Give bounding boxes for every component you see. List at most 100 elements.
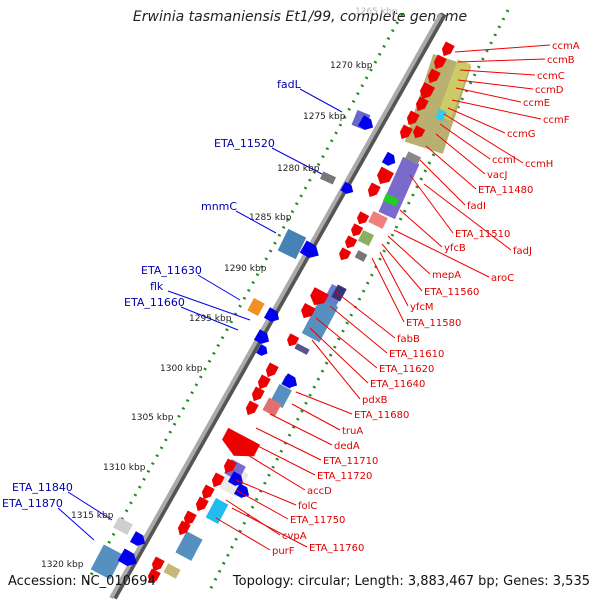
gene-arrow[interactable]: [425, 68, 441, 85]
gene-arrow[interactable]: [381, 151, 398, 168]
gene-arrow[interactable]: [340, 181, 355, 197]
gene-label-reverse[interactable]: ETA_11750: [290, 515, 345, 526]
gene-feature-block[interactable]: [319, 171, 337, 185]
gene-label-reverse[interactable]: purF: [272, 546, 295, 557]
gene-label-reverse[interactable]: pdxB: [362, 395, 388, 406]
gene-arrow[interactable]: [285, 333, 300, 348]
gene-arrow[interactable]: [218, 427, 261, 464]
gene-label-reverse[interactable]: ETA_11480: [478, 185, 533, 196]
gene-arrow[interactable]: [249, 386, 265, 403]
gene-arrow[interactable]: [431, 54, 447, 71]
gene-label-reverse[interactable]: aroC: [491, 273, 514, 284]
gene-arrow[interactable]: [439, 41, 455, 58]
gene-arrow[interactable]: [365, 182, 381, 199]
gene-arrow[interactable]: [117, 548, 141, 569]
gene-label-reverse[interactable]: ccmA: [552, 41, 580, 52]
gene-label-reverse[interactable]: yfcM: [410, 302, 434, 313]
gene-label-forward[interactable]: flk: [150, 280, 164, 293]
gene-label-forward[interactable]: ETA_11520: [214, 137, 275, 150]
gene-arrow[interactable]: [181, 510, 197, 527]
gene-label-reverse[interactable]: accD: [307, 486, 332, 497]
gene-arrow[interactable]: [298, 303, 316, 321]
gene-label-reverse[interactable]: vacJ: [487, 170, 508, 181]
gene-arrow[interactable]: [404, 110, 420, 127]
gene-feature-block[interactable]: [357, 229, 375, 247]
gene-label-reverse[interactable]: ccmB: [547, 55, 575, 66]
gene-label-reverse[interactable]: ccmF: [543, 115, 570, 126]
gene-label-reverse[interactable]: ETA_11640: [370, 379, 425, 390]
gene-arrow[interactable]: [299, 240, 323, 261]
gene-feature-block[interactable]: [90, 544, 124, 580]
gene-arrow[interactable]: [263, 362, 279, 379]
gene-feature-block[interactable]: [175, 531, 203, 561]
gene-arrow[interactable]: [233, 483, 252, 500]
gene-label-reverse[interactable]: cvpA: [282, 531, 307, 542]
gene-arrow[interactable]: [337, 247, 352, 262]
gene-arrow[interactable]: [255, 374, 271, 391]
gene-label-reverse[interactable]: ETA_11580: [406, 318, 461, 329]
gene-arrow[interactable]: [129, 531, 148, 548]
gene-label-forward[interactable]: ETA_11630: [141, 264, 202, 277]
gene-feature-block[interactable]: [163, 563, 181, 579]
gene-feature-block[interactable]: [354, 250, 368, 262]
gene-feature-block[interactable]: [435, 108, 447, 122]
gene-arrow[interactable]: [256, 344, 270, 358]
gene-arrow[interactable]: [397, 124, 413, 141]
gene-label-reverse[interactable]: ETA_11680: [354, 410, 409, 421]
gene-arrow[interactable]: [145, 568, 161, 585]
gene-label-forward[interactable]: mnmC: [201, 200, 237, 213]
gene-label-reverse[interactable]: dedA: [334, 441, 360, 452]
gene-feature-block[interactable]: [205, 498, 229, 524]
gene-feature-block[interactable]: [277, 228, 307, 260]
gene-arrow[interactable]: [209, 472, 225, 489]
gene-label-reverse[interactable]: ETA_11760: [309, 543, 364, 554]
gene-arrow[interactable]: [221, 458, 237, 475]
gene-feature-block[interactable]: [382, 193, 400, 207]
gene-feature-block[interactable]: [404, 151, 422, 165]
gene-feature-block[interactable]: [368, 211, 388, 229]
gene-label-forward[interactable]: fadL: [277, 78, 302, 91]
gene-label-reverse[interactable]: ETA_11710: [323, 456, 378, 467]
gene-arrow[interactable]: [149, 556, 165, 573]
gene-feature-block[interactable]: [378, 156, 420, 220]
gene-feature-block[interactable]: [301, 297, 339, 343]
gene-arrow[interactable]: [355, 211, 370, 226]
gene-feature-block[interactable]: [294, 343, 310, 355]
gene-arrow[interactable]: [243, 400, 259, 417]
gene-arrow[interactable]: [199, 484, 215, 501]
gene-label-reverse[interactable]: ccmH: [525, 159, 553, 170]
gene-label-reverse[interactable]: folC: [298, 501, 317, 512]
gene-arrow[interactable]: [411, 125, 426, 140]
gene-arrow[interactable]: [281, 373, 300, 390]
gene-feature-block[interactable]: [113, 516, 133, 536]
gene-arrow[interactable]: [413, 96, 429, 113]
gene-feature-block[interactable]: [262, 397, 282, 417]
gene-arrow[interactable]: [193, 496, 209, 513]
gene-label-reverse[interactable]: fadJ: [513, 246, 532, 257]
gene-label-reverse[interactable]: ccmD: [535, 85, 564, 96]
gene-label-reverse[interactable]: ETA_11720: [317, 471, 372, 482]
gene-label-reverse[interactable]: ETA_11620: [379, 364, 434, 375]
gene-feature-block[interactable]: [247, 298, 265, 316]
gene-label-reverse[interactable]: yfcB: [444, 243, 466, 254]
gene-arrow[interactable]: [175, 520, 191, 537]
gene-feature-block[interactable]: [437, 59, 471, 121]
gene-arrow[interactable]: [343, 235, 358, 250]
gene-label-reverse[interactable]: ETA_11560: [424, 287, 479, 298]
gene-arrow[interactable]: [263, 307, 282, 324]
gene-label-reverse[interactable]: ETA_11610: [389, 349, 444, 360]
gene-label-forward[interactable]: ETA_11870: [2, 497, 63, 510]
gene-arrow[interactable]: [374, 166, 394, 188]
gene-arrow[interactable]: [227, 471, 246, 488]
gene-label-reverse[interactable]: ccmG: [507, 129, 536, 140]
gene-label-forward[interactable]: ETA_11660: [124, 296, 185, 309]
gene-label-reverse[interactable]: mepA: [432, 270, 461, 281]
gene-label-reverse[interactable]: ccmC: [537, 71, 565, 82]
gene-label-reverse[interactable]: fadI: [467, 201, 486, 212]
gene-feature-block[interactable]: [331, 284, 347, 302]
gene-arrow[interactable]: [357, 115, 376, 132]
gene-label-reverse[interactable]: ETA_11510: [455, 229, 510, 240]
gene-label-reverse[interactable]: fabB: [397, 334, 420, 345]
gene-label-reverse[interactable]: ccmI: [492, 155, 516, 166]
gene-arrow[interactable]: [417, 82, 436, 102]
